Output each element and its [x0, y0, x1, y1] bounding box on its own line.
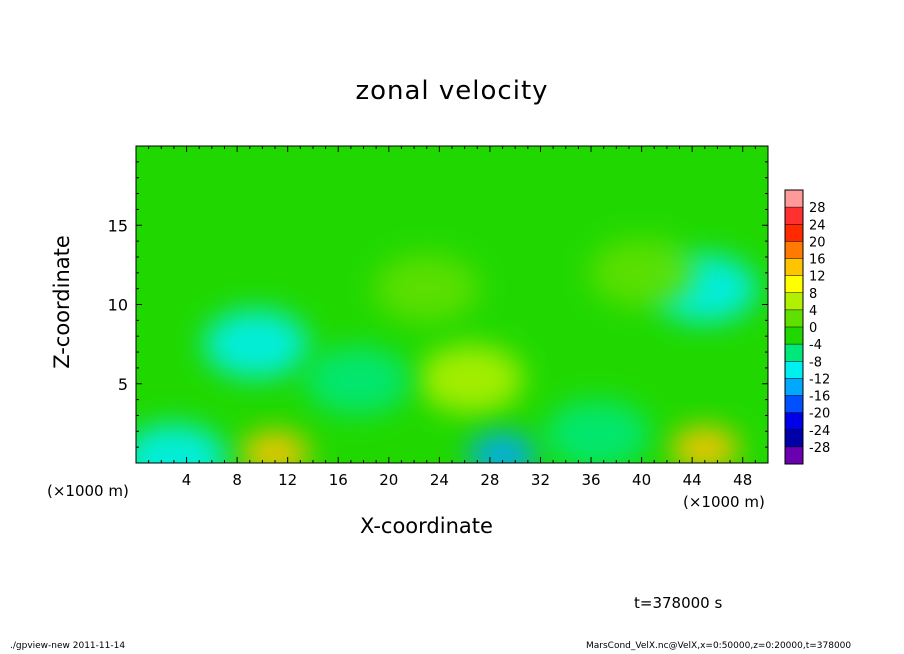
x-tick-label: 4 [182, 471, 192, 489]
colorbar-swatch [785, 412, 803, 431]
y-axis-label: Z-coordinate [50, 235, 74, 369]
field-feature-4 [203, 309, 309, 379]
colorbar-swatch [785, 190, 803, 208]
field-feature-1 [670, 426, 740, 463]
colorbar-swatch [785, 207, 803, 225]
y-axis-unit: (×1000 m) [47, 482, 129, 500]
y-tick-label: 15 [108, 216, 128, 235]
colorbar-swatch [785, 309, 803, 328]
colorbar-label: 16 [809, 253, 826, 268]
x-tick-label: 36 [581, 471, 600, 489]
x-axis-unit: (×1000 m) [683, 493, 765, 511]
x-tick-label: 12 [278, 471, 297, 489]
colorbar-label: -4 [809, 338, 822, 353]
colorbar-swatch [785, 378, 803, 396]
field-feature-9 [544, 399, 651, 463]
x-tick-label: 44 [683, 471, 702, 489]
colorbar-swatch [785, 361, 803, 379]
field-feature-6 [468, 432, 538, 463]
colorbar-swatch [785, 258, 803, 276]
footer-left: ./gpview-new 2011-11-14 [10, 641, 126, 651]
colorbar-label: -24 [809, 424, 830, 439]
colorbar-swatch [785, 429, 803, 448]
x-axis-label: X-coordinate [360, 514, 493, 538]
colorbar-swatch [785, 241, 803, 259]
colorbar-swatch [785, 344, 803, 362]
y-axis: 5 10 15 [108, 161, 768, 448]
field-feature-0 [240, 430, 310, 463]
colorbar-label: 4 [809, 304, 817, 319]
colorbar-label: 28 [809, 201, 826, 216]
x-tick-label: 32 [531, 471, 550, 489]
colorbar-swatch [785, 292, 803, 311]
footer-right: MarsCond_VelX.nc@VelX,x=0:50000,z=0:2000… [586, 641, 852, 651]
x-tick-label: 8 [232, 471, 242, 489]
colorbar-label: -8 [809, 355, 822, 370]
colorbar-swatch [785, 446, 803, 465]
colorbar-label: 8 [809, 287, 817, 302]
x-tick-label: 40 [632, 471, 651, 489]
colorbar-swatch [785, 395, 803, 413]
colorbar-label: 12 [809, 270, 826, 285]
field-feature-5 [304, 346, 411, 416]
velocity-field [136, 146, 768, 463]
x-tick-label: 28 [480, 471, 499, 489]
field-feature-3 [373, 254, 480, 324]
field-feature-2 [418, 344, 524, 414]
x-tick-label: 20 [379, 471, 398, 489]
x-tick-label: 48 [733, 471, 752, 489]
colorbar-label: -12 [809, 372, 830, 387]
chart-title: zonal velocity [355, 76, 549, 106]
colorbar-label: -16 [809, 390, 830, 405]
x-tick-label: 16 [329, 471, 348, 489]
x-axis: 4 8 12 16 20 24 28 32 36 40 44 48 [148, 146, 756, 489]
colorbar: 28 24 20 16 12 8 4 0 -4 -8 -12 -16 -20 -24 -28 [784, 189, 830, 465]
field-feature-10 [588, 238, 695, 308]
colorbar-label: -20 [809, 407, 830, 422]
colorbar-swatch [785, 224, 803, 242]
colorbar-swatch [785, 275, 803, 294]
colorbar-label: -28 [809, 441, 830, 456]
field-feature-8 [136, 423, 227, 463]
y-tick-label: 10 [108, 296, 128, 315]
colorbar-label: 20 [809, 235, 826, 250]
y-tick-label: 5 [118, 375, 128, 394]
colorbar-swatch [785, 327, 803, 345]
colorbar-label: 24 [809, 218, 826, 233]
x-tick-label: 24 [430, 471, 449, 489]
time-label: t=378000 s [634, 594, 723, 612]
colorbar-label: 0 [809, 321, 817, 336]
